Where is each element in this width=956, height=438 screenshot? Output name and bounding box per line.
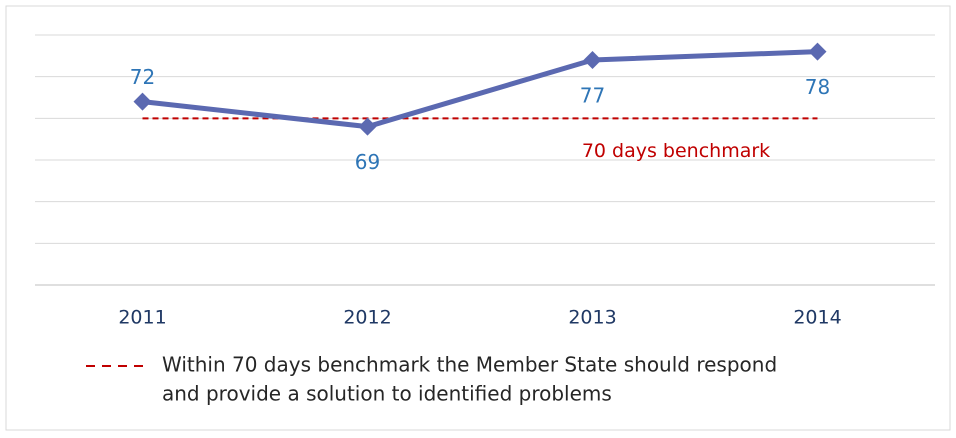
x-tick-label: 2012 bbox=[343, 307, 391, 329]
x-tick-label: 2011 bbox=[118, 307, 166, 329]
data-point bbox=[133, 92, 152, 111]
x-tick-label: 2014 bbox=[793, 307, 841, 329]
note-text: Within 70 days benchmark the Member Stat… bbox=[162, 353, 777, 377]
note-text: and provide a solution to identified pro… bbox=[162, 382, 612, 406]
data-label: 72 bbox=[130, 65, 155, 89]
data-label: 69 bbox=[355, 150, 380, 174]
data-label: 77 bbox=[580, 84, 605, 108]
series-line bbox=[142, 49, 818, 130]
data-label: 78 bbox=[805, 75, 830, 99]
data-point bbox=[808, 42, 827, 61]
data-point bbox=[358, 117, 377, 136]
benchmark-label: 70 days benchmark bbox=[582, 140, 770, 162]
data-point bbox=[583, 51, 602, 69]
x-tick-label: 2013 bbox=[568, 307, 616, 329]
